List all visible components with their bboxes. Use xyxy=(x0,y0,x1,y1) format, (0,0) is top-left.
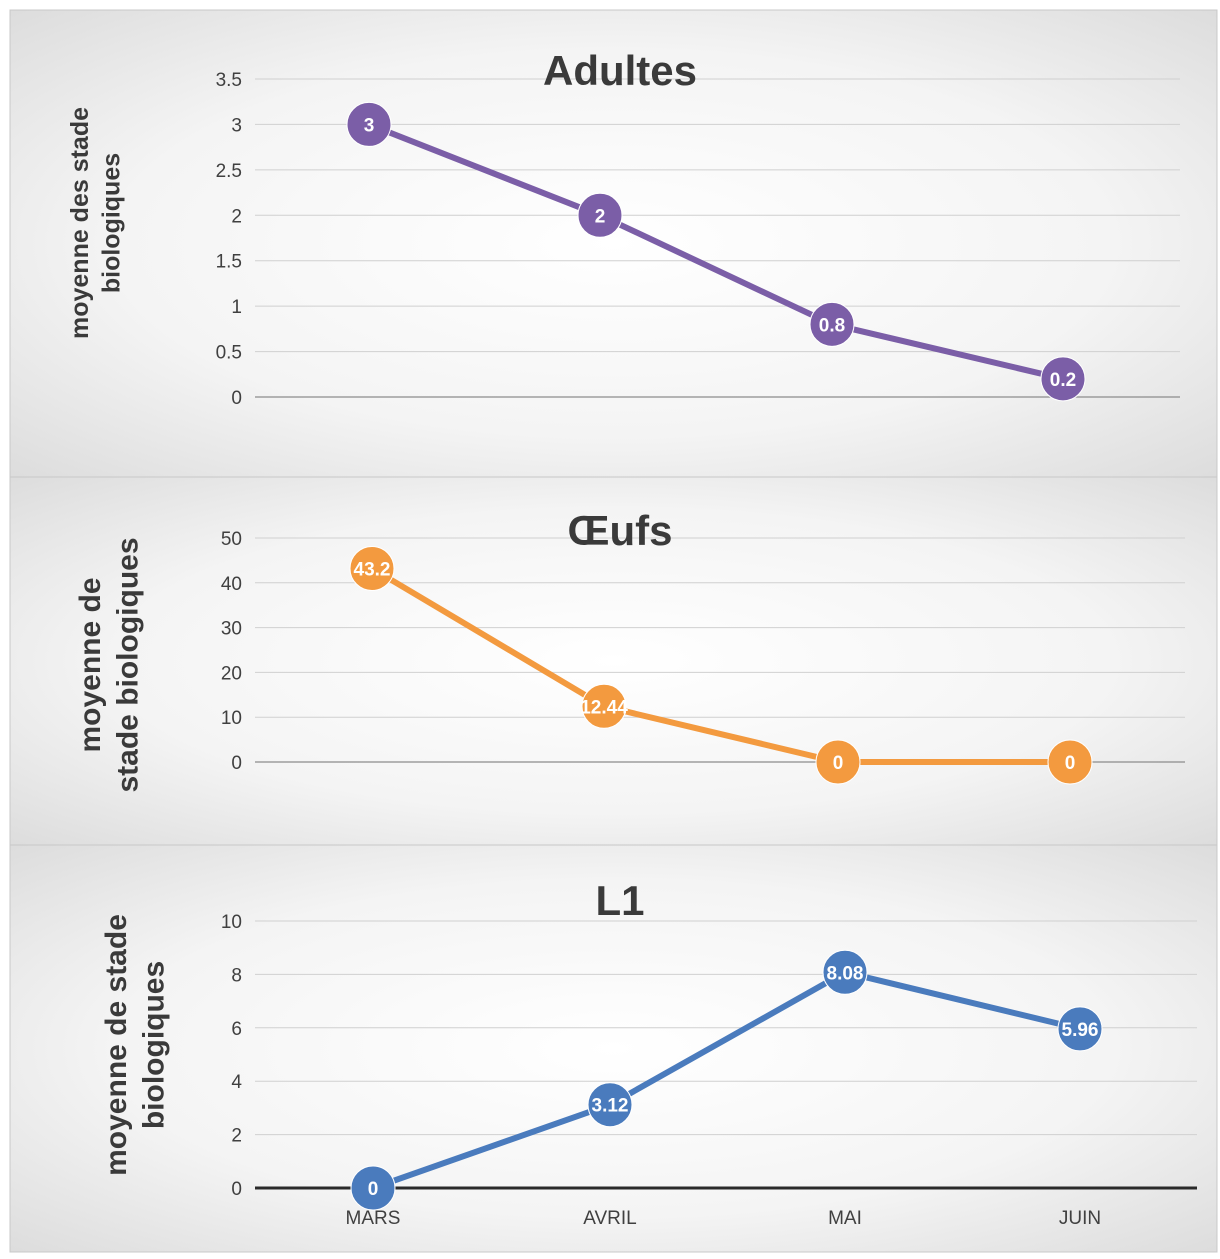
data-label: 0 xyxy=(1065,753,1076,774)
chart-title: Œufs xyxy=(568,507,673,554)
y-tick-label: 3 xyxy=(231,115,242,136)
y-tick-label: 1.5 xyxy=(216,252,242,273)
x-tick-label: MARS xyxy=(346,1208,401,1229)
chart-background xyxy=(9,844,1218,1253)
y-tick-label: 1 xyxy=(231,297,242,318)
data-point xyxy=(1040,356,1086,402)
chart-panel-2: 0 10 20 30 40 50 Œufs moyenne de stade biologiqu… xyxy=(9,476,1218,846)
y-axis-label: moyenne des stade biologiques xyxy=(66,107,125,339)
data-label: 5.96 xyxy=(1062,1020,1099,1041)
y-tick-label: 30 xyxy=(221,619,242,640)
data-point xyxy=(1057,1006,1103,1052)
data-label: 3 xyxy=(364,115,375,136)
data-point xyxy=(350,1165,396,1211)
y-tick-label: 0 xyxy=(231,1179,242,1200)
y-axis-label: moyenne de stade biologiques xyxy=(74,537,145,792)
series-line xyxy=(370,565,1070,765)
data-point xyxy=(822,949,868,995)
x-tick-label: JUIN xyxy=(1059,1208,1101,1229)
chart-panel-3: 0 2 4 6 8 10 L1 moyenne de stade biologiques 0 3.1… xyxy=(9,844,1218,1253)
data-label: 12.44 xyxy=(580,697,628,718)
data-label: 0 xyxy=(368,1179,379,1200)
chart-title: Adultes xyxy=(543,47,697,94)
y-tick-label: 8 xyxy=(231,965,242,986)
y-tick-label: 2.5 xyxy=(216,161,242,182)
y-tick-label: 4 xyxy=(231,1072,242,1093)
data-point xyxy=(1047,739,1093,785)
y-tick-label: 2 xyxy=(231,1126,242,1147)
y-tick-label: 20 xyxy=(221,663,242,684)
y-axis-label: moyenne de stade biologiques xyxy=(100,914,171,1176)
data-label: 3.12 xyxy=(592,1096,629,1117)
chart-background xyxy=(9,9,1218,478)
data-point xyxy=(346,101,392,147)
data-point xyxy=(577,192,623,238)
y-tick-label: 3.5 xyxy=(216,70,242,91)
data-label: 0.8 xyxy=(819,315,845,336)
series-line xyxy=(367,121,1064,382)
x-tick-label: MAI xyxy=(828,1208,862,1229)
series-line xyxy=(372,969,1081,1191)
data-label: 0.2 xyxy=(1050,370,1076,391)
chart-title: L1 xyxy=(595,877,644,924)
x-tick-label: AVRIL xyxy=(583,1208,637,1229)
data-point xyxy=(815,739,861,785)
y-tick-label: 2 xyxy=(231,206,242,227)
data-label: 0 xyxy=(833,753,844,774)
data-point xyxy=(587,1082,633,1128)
y-tick-label: 10 xyxy=(221,912,242,933)
y-tick-label: 10 xyxy=(221,708,242,729)
data-point xyxy=(349,545,395,591)
data-label: 2 xyxy=(595,206,606,227)
y-tick-label: 0.5 xyxy=(216,343,242,364)
y-tick-label: 0 xyxy=(231,388,242,409)
data-point xyxy=(581,683,627,729)
data-point xyxy=(809,301,855,347)
y-tick-label: 50 xyxy=(221,529,242,550)
data-label: 8.08 xyxy=(827,963,864,984)
data-label: 43.2 xyxy=(354,559,391,580)
chart-panel-1: 0 0.5 1 1.5 2 2.5 3 3.5 Adultes moyenne des stade… xyxy=(9,9,1218,478)
y-tick-label: 0 xyxy=(231,753,242,774)
y-tick-label: 40 xyxy=(221,574,242,595)
y-tick-label: 6 xyxy=(231,1019,242,1040)
